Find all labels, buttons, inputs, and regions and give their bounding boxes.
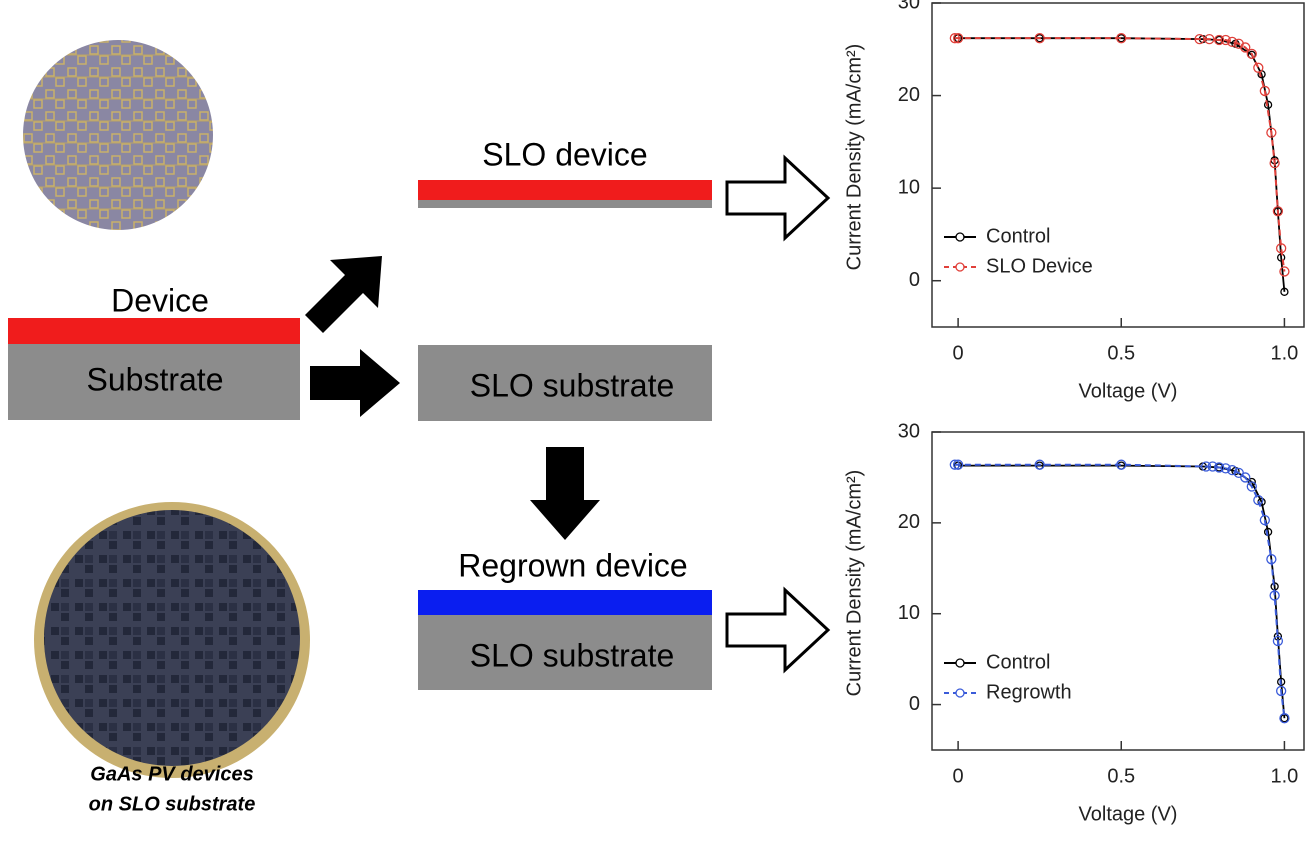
plot-frame (931, 431, 1305, 751)
regrown-label: Regrown device (458, 547, 687, 583)
data-point (1240, 472, 1251, 483)
wafer-photo (44, 510, 300, 766)
data-point (1240, 42, 1251, 53)
data-point (1194, 33, 1205, 45)
data-point (1259, 514, 1270, 526)
data-point (1034, 33, 1045, 44)
x-tick-label: 0 (953, 765, 964, 787)
wafer-photo (23, 40, 213, 230)
arrow (310, 349, 400, 417)
device-label: Device (111, 282, 209, 318)
series-line (954, 37, 1286, 272)
data-point (1116, 33, 1127, 44)
legend-label: Control (986, 225, 1050, 247)
device-layer (8, 318, 300, 344)
y-axis-label: Current Density (mA/cm²) (843, 470, 865, 697)
data-point (1276, 243, 1287, 254)
y-tick-label: 10 (898, 176, 920, 198)
x-tick-label: 1.0 (1271, 342, 1299, 364)
legend-label: SLO Device (986, 255, 1093, 277)
data-point (952, 33, 964, 44)
data-point (949, 459, 960, 470)
x-tick-label: 0 (953, 342, 964, 364)
arrow (725, 154, 831, 242)
data-point (1259, 85, 1270, 97)
device-layer (418, 180, 712, 200)
data-point (1227, 465, 1238, 476)
x-tick-label: 0.5 (1107, 765, 1135, 787)
x-axis-label: Voltage (V) (1079, 380, 1178, 402)
substrate-layer (418, 345, 712, 421)
data-point (1269, 590, 1280, 601)
data-point (1279, 713, 1290, 724)
data-point (1227, 36, 1238, 48)
series-line (954, 463, 1286, 719)
substrate-layer (418, 615, 712, 690)
arrow (305, 256, 382, 333)
slo-device-label: SLO device (482, 136, 647, 172)
substrate-layer (8, 344, 300, 420)
data-point (1214, 462, 1225, 473)
data-point (1263, 100, 1273, 109)
data-point (1116, 459, 1127, 470)
data-point (1034, 459, 1045, 470)
data-point (1207, 461, 1218, 472)
data-point (1276, 685, 1287, 697)
arrow (530, 447, 600, 540)
thin-layer (418, 200, 712, 208)
caption: GaAs PV devices (90, 763, 253, 785)
data-point (1246, 48, 1257, 60)
data-point (1246, 481, 1257, 492)
legend-label: Regrowth (986, 681, 1072, 703)
data-point (1214, 34, 1225, 46)
data-point (1200, 461, 1212, 472)
series-line (958, 37, 1286, 292)
data-point (952, 459, 964, 470)
data-point (1253, 62, 1264, 73)
data-point (1204, 33, 1215, 45)
legend-marker (955, 658, 965, 668)
x-axis-label: Voltage (V) (1079, 803, 1178, 825)
legend-label: Control (986, 651, 1050, 673)
regrown-layer (418, 590, 712, 615)
y-tick-label: 30 (898, 420, 920, 442)
data-point (1269, 157, 1280, 169)
y-axis-label: Current Density (mA/cm²) (843, 44, 865, 271)
data-point (1272, 635, 1284, 647)
legend-marker (955, 688, 965, 698)
data-point (1266, 127, 1277, 138)
data-point (1280, 287, 1289, 296)
x-tick-label: 0.5 (1107, 342, 1135, 364)
plot-frame (931, 2, 1305, 328)
data-point (1220, 34, 1231, 46)
data-point (1220, 463, 1231, 474)
y-tick-label: 10 (898, 602, 920, 624)
y-tick-label: 30 (898, 0, 920, 13)
caption: on SLO substrate (89, 793, 256, 815)
legend-marker (955, 232, 965, 242)
arrow (725, 586, 831, 674)
legend-marker (955, 262, 965, 272)
data-point (1253, 494, 1264, 506)
data-point (1279, 266, 1290, 277)
data-point (1266, 554, 1277, 565)
x-tick-label: 1.0 (1271, 765, 1299, 787)
data-point (1272, 206, 1284, 217)
y-tick-label: 20 (898, 511, 920, 533)
slo-substrate-label: SLO substrate (470, 367, 675, 403)
regrown-substrate-label: SLO substrate (470, 637, 675, 673)
y-tick-label: 20 (898, 84, 920, 106)
y-tick-label: 0 (909, 693, 920, 715)
data-point (1277, 677, 1286, 687)
y-tick-label: 0 (909, 269, 920, 291)
data-point (949, 33, 960, 44)
substrate-label: Substrate (87, 361, 224, 397)
